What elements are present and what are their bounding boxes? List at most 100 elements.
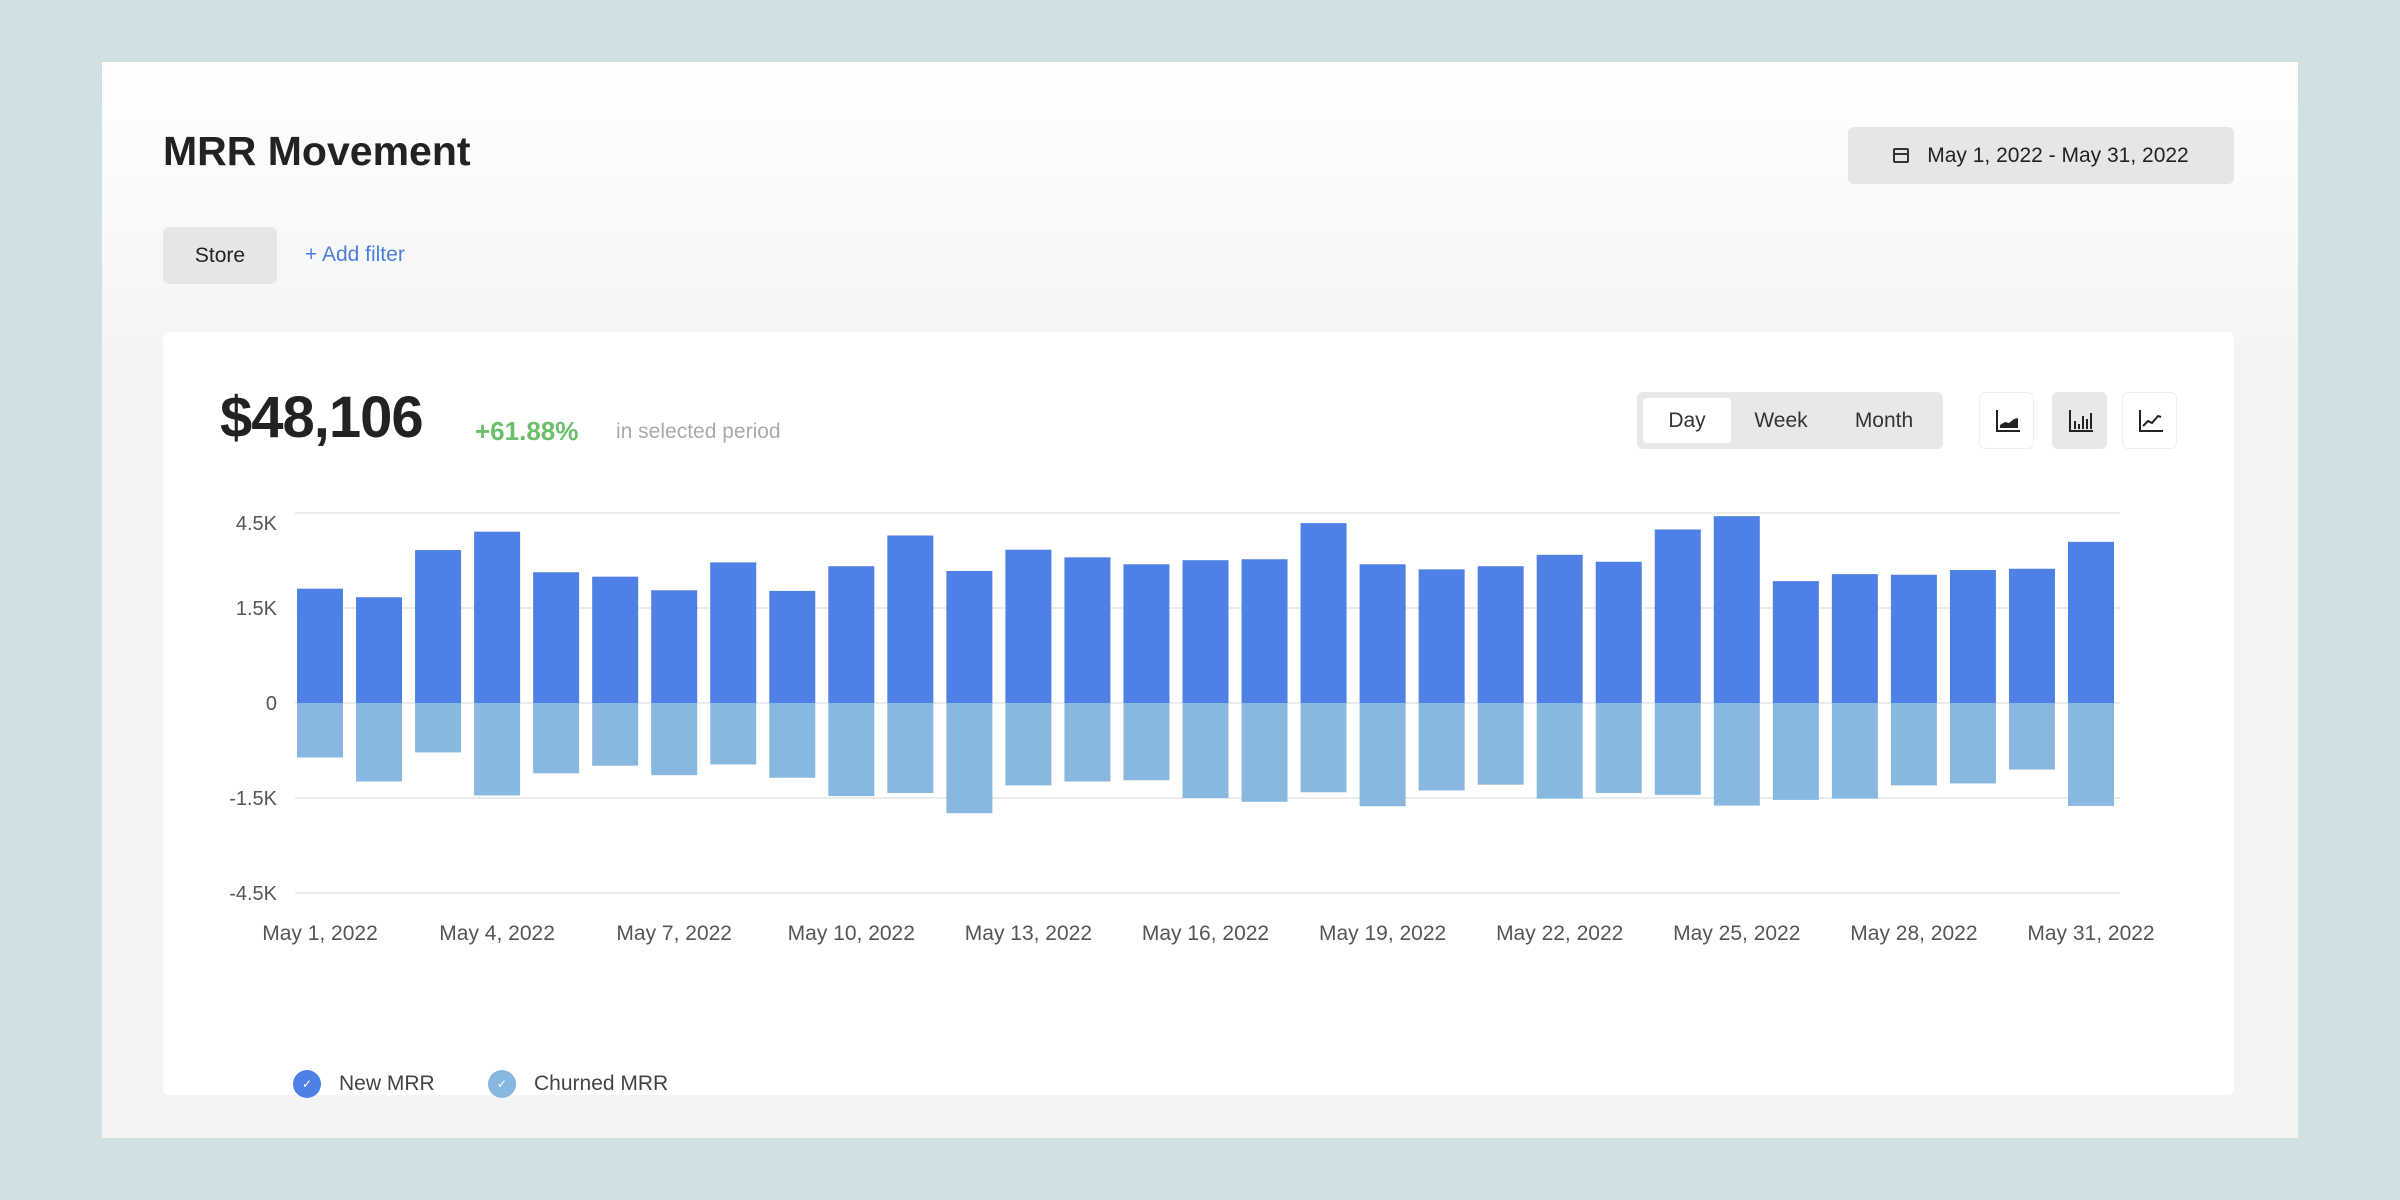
new-mrr-bar (592, 576, 639, 703)
churned-mrr-bar (828, 703, 875, 797)
x-tick-label: May 1, 2022 (262, 922, 378, 945)
new-mrr-bar (1831, 574, 1878, 703)
area-chart-icon (1996, 410, 2020, 432)
x-tick-label: May 16, 2022 (1142, 922, 1269, 945)
new-mrr-bar (651, 590, 698, 703)
new-mrr-bar (887, 535, 934, 703)
line-chart-button[interactable] (2122, 392, 2177, 449)
x-tick-label: May 7, 2022 (616, 922, 732, 945)
new-mrr-bar (1359, 564, 1406, 703)
x-tick-label: May 10, 2022 (788, 922, 915, 945)
churned-mrr-bar (592, 703, 639, 766)
churned-mrr-bar (415, 703, 462, 753)
new-mrr-bar (533, 572, 580, 703)
churned-mrr-bar (1418, 703, 1465, 791)
x-tick-label: May 31, 2022 (2027, 922, 2154, 945)
churned-mrr-bar (1713, 703, 1760, 806)
churned-mrr-bar (1772, 703, 1819, 800)
x-tick-label: May 28, 2022 (1850, 922, 1977, 945)
new-mrr-bar (828, 566, 875, 703)
granularity-day[interactable]: Day (1643, 398, 1731, 443)
add-filter-link[interactable]: + Add filter (305, 243, 405, 266)
granularity-toggle: Day Week Month (1637, 392, 1943, 449)
y-tick-label: 1.5K (236, 598, 278, 620)
bar-chart-button[interactable] (2052, 392, 2107, 449)
churned-mrr-bar (1064, 703, 1111, 782)
churned-mrr-bar (1477, 703, 1524, 785)
churned-mrr-bar (1949, 703, 1996, 784)
calendar-icon (1893, 148, 1910, 163)
churned-mrr-bar (710, 703, 757, 765)
y-tick-label: 0 (266, 693, 277, 715)
new-mrr-bar (297, 588, 343, 703)
new-mrr-bar (946, 570, 993, 703)
legend-label: Churned MRR (534, 1072, 669, 1095)
churned-mrr-bar (1536, 703, 1583, 799)
new-mrr-bar (1713, 516, 1760, 703)
churned-mrr-bar (1005, 703, 1052, 786)
store-filter-button[interactable]: Store (163, 227, 277, 284)
churned-mrr-bar (1890, 703, 1937, 786)
date-range-label: May 1, 2022 - May 31, 2022 (1927, 143, 2189, 167)
new-mrr-bar (2068, 541, 2114, 703)
churned-mrr-bar (533, 703, 580, 774)
check-icon: ✓ (488, 1070, 516, 1098)
churned-mrr-bar (2008, 703, 2055, 770)
new-mrr-bar (1182, 560, 1229, 703)
x-tick-label: May 25, 2022 (1673, 922, 1800, 945)
new-mrr-bar (1477, 566, 1524, 703)
churned-mrr-bar (356, 703, 403, 782)
page-title: MRR Movement (163, 128, 471, 174)
churned-mrr-bar (474, 703, 521, 796)
x-tick-label: May 4, 2022 (439, 922, 555, 945)
churned-mrr-bar (1595, 703, 1642, 793)
new-mrr-bar (1595, 561, 1642, 703)
x-tick-label: May 13, 2022 (965, 922, 1092, 945)
churned-mrr-bar (887, 703, 934, 793)
new-mrr-bar (415, 550, 462, 703)
churned-mrr-bar (2068, 703, 2114, 806)
area-chart-button[interactable] (1979, 392, 2034, 449)
churned-mrr-bar (946, 703, 993, 814)
churned-mrr-bar (1831, 703, 1878, 799)
new-mrr-bar (1064, 557, 1111, 703)
new-mrr-bar (1241, 559, 1288, 703)
new-mrr-bar (1949, 570, 1996, 703)
legend-new-mrr[interactable]: ✓ New MRR (293, 1070, 435, 1098)
new-mrr-bar (1418, 569, 1465, 703)
new-mrr-bar (769, 590, 816, 703)
churned-mrr-bar (1241, 703, 1288, 802)
period-label: in selected period (616, 420, 781, 443)
change-percent: +61.88% (475, 416, 579, 446)
new-mrr-bar (1300, 523, 1347, 703)
churned-mrr-bar (1182, 703, 1229, 798)
churned-mrr-bar (1123, 703, 1170, 781)
new-mrr-bar (1005, 549, 1052, 703)
line-chart-icon (2139, 410, 2163, 432)
new-mrr-bar (1123, 564, 1170, 703)
churned-mrr-bar (1359, 703, 1406, 807)
churned-mrr-bar (1654, 703, 1701, 795)
new-mrr-bar (1654, 529, 1701, 703)
new-mrr-bar (2008, 568, 2055, 703)
total-mrr-value: $48,106 (220, 385, 424, 450)
new-mrr-bar (474, 531, 521, 703)
check-icon: ✓ (293, 1070, 321, 1098)
legend-label: New MRR (339, 1072, 435, 1095)
x-tick-label: May 22, 2022 (1496, 922, 1623, 945)
legend-churned-mrr[interactable]: ✓ Churned MRR (488, 1070, 668, 1098)
churned-mrr-bar (297, 703, 343, 758)
bar-chart-icon (2069, 410, 2093, 432)
new-mrr-bar (1890, 574, 1937, 703)
new-mrr-bar (1772, 581, 1819, 703)
y-tick-label: -4.5K (229, 883, 277, 905)
new-mrr-bar (1536, 554, 1583, 703)
granularity-week[interactable]: Week (1754, 409, 1808, 432)
y-tick-label: -1.5K (229, 788, 277, 810)
churned-mrr-bar (769, 703, 816, 778)
date-range-button[interactable]: May 1, 2022 - May 31, 2022 (1848, 127, 2234, 184)
granularity-month[interactable]: Month (1854, 409, 1914, 432)
churned-mrr-bar (1300, 703, 1347, 793)
churned-mrr-bar (651, 703, 698, 776)
